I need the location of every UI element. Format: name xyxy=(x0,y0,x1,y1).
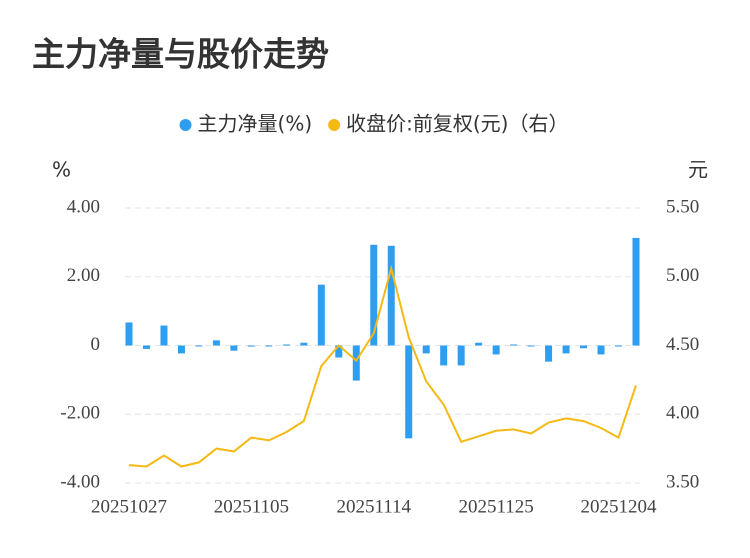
bar xyxy=(230,345,238,351)
bar xyxy=(387,245,395,346)
bar xyxy=(615,345,623,347)
bar xyxy=(352,345,360,381)
bar xyxy=(160,325,168,346)
y-tick-label: 4.00 xyxy=(67,196,100,217)
bar xyxy=(300,342,308,346)
bar xyxy=(317,284,325,346)
bar xyxy=(212,340,220,346)
legend-label: 收盘价:前复权(元)（右） xyxy=(346,112,568,136)
bar xyxy=(247,345,255,347)
bar xyxy=(282,344,290,346)
bar xyxy=(457,345,465,366)
legend-marker xyxy=(179,119,192,131)
bar xyxy=(580,345,588,349)
bar xyxy=(597,345,605,355)
y-tick-label: -2.00 xyxy=(60,403,100,424)
y2-tick-label: 3.50 xyxy=(666,471,699,492)
y2-tick-label: 4.00 xyxy=(666,403,699,424)
bar xyxy=(177,345,185,354)
y-axis-title: % xyxy=(52,158,71,182)
y-tick-label: 2.00 xyxy=(67,265,100,286)
bar xyxy=(125,322,133,346)
x-tick-label: 20251125 xyxy=(458,496,533,517)
bar xyxy=(405,345,413,439)
bar xyxy=(475,342,483,346)
y-tick-label: -4.00 xyxy=(60,471,100,492)
bar xyxy=(492,345,500,355)
x-tick-label: 20251204 xyxy=(581,496,658,517)
y2-tick-label: 4.50 xyxy=(666,334,699,355)
bar xyxy=(195,345,203,347)
y2-tick-label: 5.00 xyxy=(666,265,699,286)
bar xyxy=(632,237,640,346)
x-tick-label: 20251027 xyxy=(91,496,167,517)
bar xyxy=(545,345,553,362)
y2-tick-label: 5.50 xyxy=(666,196,699,217)
bar xyxy=(440,345,448,366)
bar xyxy=(335,345,343,358)
bar xyxy=(510,344,518,346)
bar xyxy=(562,345,570,354)
y2-axis-title: 元 xyxy=(688,158,708,182)
x-tick-label: 20251114 xyxy=(336,496,411,517)
x-tick-label: 20251105 xyxy=(214,496,289,517)
bar xyxy=(142,345,150,349)
bar xyxy=(370,244,378,346)
chart-title: 主力净量与股价走势 xyxy=(32,35,329,74)
bar xyxy=(422,345,430,354)
legend-label: 主力净量(%) xyxy=(198,112,313,136)
price-line xyxy=(128,264,637,468)
bar xyxy=(265,345,273,347)
y-tick-label: 0 xyxy=(91,334,101,355)
bar xyxy=(527,345,535,347)
legend-marker xyxy=(328,119,341,131)
